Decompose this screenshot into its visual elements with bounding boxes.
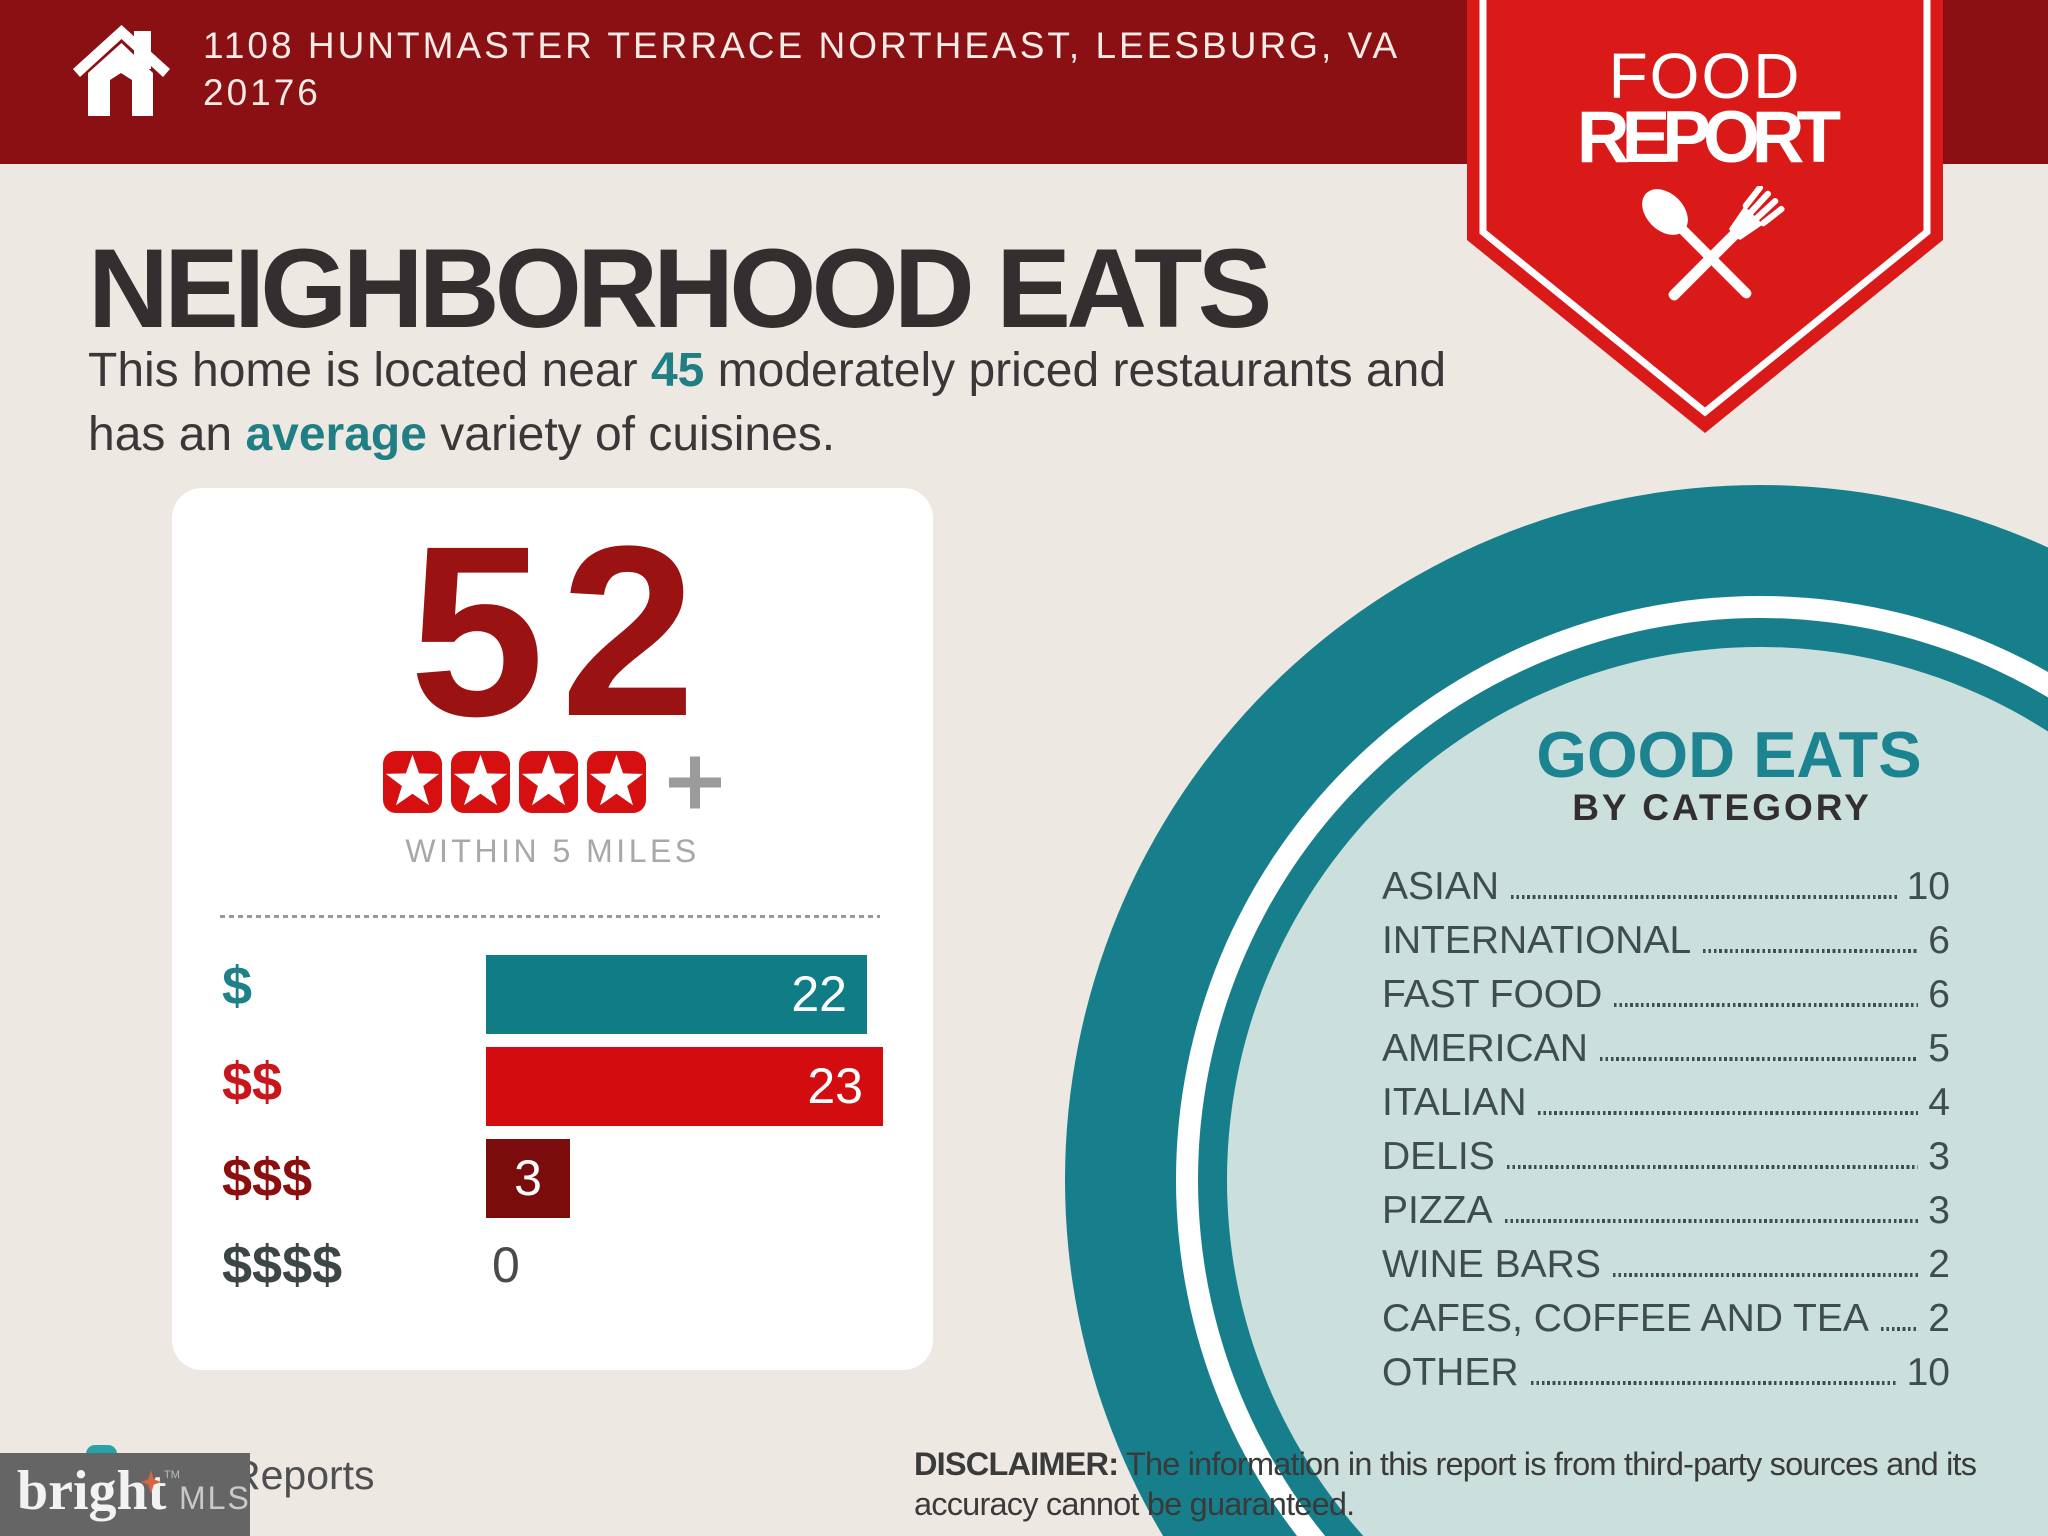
svg-text:TM: TM xyxy=(164,1469,180,1481)
